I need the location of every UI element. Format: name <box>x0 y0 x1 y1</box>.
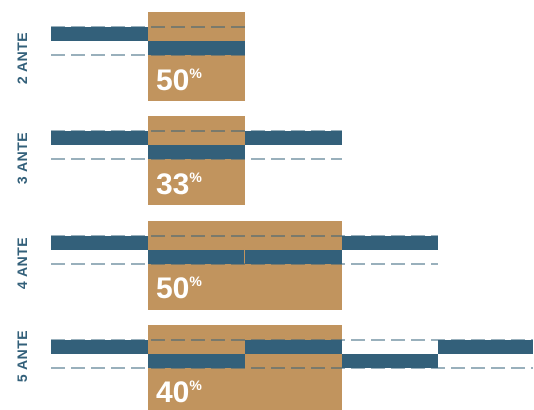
door-panel <box>148 145 245 159</box>
percentage-value: 40% <box>156 376 202 409</box>
door-panel <box>51 131 148 145</box>
percentage-value: 50% <box>156 64 202 97</box>
door-panel <box>245 340 342 354</box>
door-panel <box>438 340 533 354</box>
door-panel <box>342 354 438 368</box>
row-label: 2 ANTE <box>14 32 30 84</box>
door-panel <box>51 236 148 250</box>
door-panel <box>148 41 245 55</box>
door-panel <box>148 250 244 264</box>
percentage-value: 50% <box>156 272 202 305</box>
door-panel <box>148 354 245 368</box>
door-panel <box>342 236 438 250</box>
row-5-ante: 5 ANTE 40% <box>14 325 533 410</box>
row-4-ante: 4 ANTE 50% <box>14 221 438 310</box>
door-panel <box>245 131 342 145</box>
row-3-ante: 3 ANTE 33% <box>14 116 342 205</box>
door-panel <box>51 27 148 41</box>
row-2-ante: 2 ANTE 50% <box>14 12 245 101</box>
row-label: 3 ANTE <box>14 132 30 184</box>
percentage-value: 33% <box>156 168 202 201</box>
row-label: 4 ANTE <box>14 237 30 289</box>
row-label: 5 ANTE <box>14 330 30 382</box>
door-panel <box>245 250 342 264</box>
door-panel <box>51 340 148 354</box>
